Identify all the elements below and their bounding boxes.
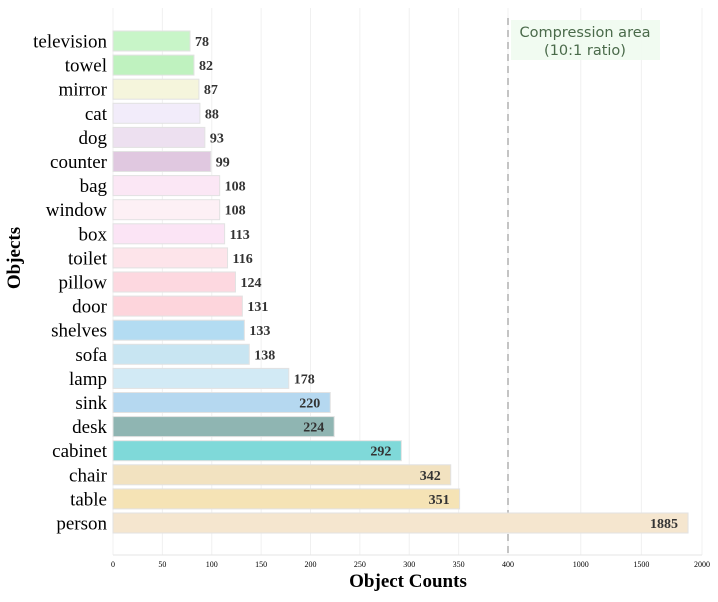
- value-label: 108: [225, 204, 246, 219]
- bar-toilet: [112, 247, 229, 269]
- bar-counter: [112, 151, 212, 172]
- bar-chair: [112, 464, 452, 486]
- value-label: 116: [233, 252, 253, 267]
- bar-window: [112, 199, 221, 221]
- category-label: table: [70, 489, 107, 510]
- value-label: 292: [370, 445, 391, 460]
- x-tick-label: 0: [111, 560, 115, 569]
- category-label: sink: [75, 393, 107, 414]
- value-label: 351: [429, 493, 450, 508]
- category-label: person: [56, 514, 107, 535]
- x-tick-label: 1000: [573, 560, 589, 569]
- bar-cat: [112, 102, 201, 124]
- value-label: 178: [294, 372, 315, 387]
- bar-pillow: [112, 271, 236, 293]
- bar-desk: [112, 416, 335, 438]
- category-label: chair: [69, 465, 108, 486]
- value-label: 220: [299, 397, 320, 412]
- bar-mirror: [112, 78, 200, 100]
- value-label: 82: [199, 59, 213, 74]
- category-label: box: [79, 224, 108, 245]
- x-tick-label: 300: [403, 560, 415, 569]
- category-label: dog: [79, 128, 108, 149]
- x-axis-title: Object Counts: [349, 571, 467, 592]
- category-label: bag: [80, 176, 108, 197]
- value-label: 88: [205, 107, 219, 122]
- bar-shelves: [112, 319, 245, 341]
- bars: [112, 30, 689, 534]
- y-axis-title: Objects: [4, 227, 25, 289]
- category-label: mirror: [58, 80, 107, 101]
- value-label: 87: [204, 83, 218, 98]
- value-label: 1885: [650, 517, 678, 532]
- category-label: cabinet: [52, 441, 108, 462]
- category-label: door: [72, 297, 108, 318]
- bar-person: [112, 512, 689, 534]
- bar-table: [112, 488, 461, 510]
- annotation-line-2: (10:1 ratio): [544, 43, 626, 59]
- annotation-box: [511, 20, 660, 60]
- category-label: lamp: [69, 369, 107, 390]
- category-label: sofa: [75, 345, 107, 366]
- value-label: 138: [254, 348, 275, 363]
- x-tick-label: 50: [158, 560, 166, 569]
- bar-television: [112, 30, 191, 52]
- value-label: 99: [216, 156, 230, 171]
- x-tick-labels: 0 50 100 150 200 250 300 350 400 1000 1500 2000: [111, 560, 710, 569]
- value-label: 131: [247, 300, 268, 315]
- bar-towel: [112, 54, 195, 76]
- value-label: 124: [240, 276, 261, 291]
- x-tick-label: 250: [354, 560, 366, 569]
- bar-lamp: [112, 367, 290, 389]
- category-label: shelves: [51, 321, 107, 342]
- bar-sofa: [112, 343, 250, 365]
- annotation-line-1: Compression area: [519, 25, 650, 41]
- bar-cabinet: [112, 440, 402, 462]
- bar-dog: [112, 126, 206, 148]
- category-label: toilet: [68, 248, 108, 269]
- x-tick-label: 350: [453, 560, 465, 569]
- category-label: cat: [85, 104, 108, 125]
- category-label: towel: [65, 56, 107, 77]
- category-labels: television towel mirror cat dog counter bag win…: [33, 32, 108, 535]
- category-label: window: [46, 200, 108, 221]
- category-label: pillow: [58, 273, 107, 294]
- bar-box: [112, 223, 226, 245]
- value-labels: 78 82 87 88 93 99 108 108 113 116 124 131 133 138 178 2…: [195, 35, 678, 532]
- x-tick-label: 2000: [694, 560, 710, 569]
- bar-sink: [112, 392, 331, 413]
- bar-door: [112, 295, 243, 317]
- value-label: 342: [420, 469, 441, 484]
- category-label: desk: [72, 417, 107, 438]
- value-label: 224: [303, 421, 324, 436]
- x-tick-label: 200: [305, 560, 317, 569]
- x-tick-label: 1500: [633, 560, 649, 569]
- value-label: 93: [210, 131, 224, 146]
- value-label: 133: [249, 324, 270, 339]
- x-tick-label: 100: [206, 560, 218, 569]
- x-tick-label: 400: [502, 560, 514, 569]
- category-label: counter: [50, 152, 108, 173]
- category-label: television: [33, 32, 107, 53]
- x-tick-label: 150: [255, 560, 267, 569]
- bar-bag: [112, 175, 221, 197]
- value-label: 113: [230, 228, 250, 243]
- value-label: 108: [225, 180, 246, 195]
- value-label: 78: [195, 35, 209, 50]
